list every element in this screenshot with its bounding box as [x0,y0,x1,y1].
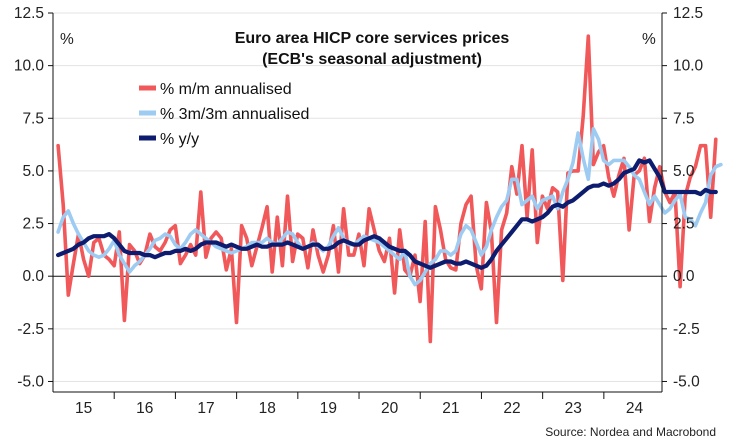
y-tick-label-right: 7.5 [673,110,695,127]
axes [48,12,667,399]
right-unit-label: % [642,31,656,48]
x-tick-label: 22 [503,400,520,417]
y-tick-label-right: 2.5 [673,216,695,233]
series-lines [55,34,723,344]
series-line-yy [55,158,718,270]
x-tick-label: 17 [197,400,214,417]
chart-title: Euro area HICP core services prices [235,30,510,47]
y-tick-label-right: 10.0 [673,58,704,75]
legend-label-3m3m: % 3m/3m annualised [160,106,309,123]
y-tick-label-left: 10.0 [14,58,45,75]
x-tick-label: 23 [565,400,582,417]
x-tick-label: 15 [75,400,92,417]
source-note: Source: Nordea and Macrobond [545,425,716,439]
gridlines [53,12,662,382]
series-line-3m3m [56,127,723,287]
x-tick-label: 19 [320,400,337,417]
y-tick-label-right: 12.5 [673,5,703,22]
y-tick-label-right: 0.0 [673,268,695,285]
y-tick-label-right: 5.0 [673,163,695,180]
left-unit-label: % [60,31,74,48]
y-tick-label-right: -5.0 [673,373,700,390]
tick-labels: -5.0 -5.0 -2.5 -2.5 0.0 0.0 2.5 2.5 5.0 5.0 7.5 7.5… [14,5,704,417]
y-tick-label-left: 7.5 [22,110,44,127]
y-tick-label-left: -5.0 [17,373,44,390]
y-tick-label-left: 5.0 [22,163,44,180]
x-tick-label: 16 [136,400,153,417]
y-tick-label-left: -2.5 [17,321,44,338]
y-tick-label-left: 12.5 [14,5,44,22]
x-tick-label: 24 [626,400,644,417]
y-tick-label-left: 2.5 [22,216,44,233]
y-tick-label-right: -2.5 [673,321,700,338]
legend: % m/m annualised % 3m/3m annualised % y/… [139,81,309,148]
x-tick-label: 21 [442,400,459,417]
legend-label-mm: % m/m annualised [160,81,292,98]
x-tick-label: 18 [259,400,276,417]
x-tick-label: 20 [381,400,399,417]
legend-label-yy: % y/y [160,131,199,148]
y-tick-label-left: 0.0 [22,268,44,285]
chart-subtitle: (ECB's seasonal adjustment) [262,51,482,68]
